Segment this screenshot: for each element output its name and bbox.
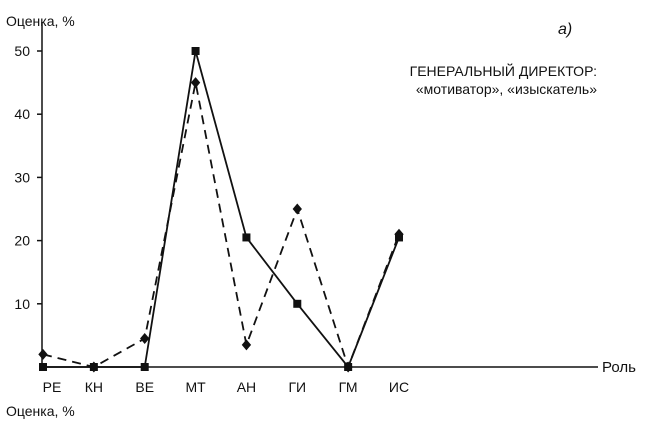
x-tick-label: ГМ — [339, 379, 358, 395]
x-axis-label: Роль — [602, 359, 636, 376]
annotation-line-1: ГЕНЕРАЛЬНЫЙ ДИРЕКТОР: — [410, 62, 597, 79]
series-1 — [39, 47, 403, 371]
series-1-point — [39, 363, 47, 371]
x-tick-label: РЕ — [43, 379, 62, 395]
y-tick-label: 40 — [14, 106, 30, 122]
series-2-line — [42, 82, 400, 370]
y-tick-label: 10 — [14, 296, 30, 312]
series-2 — [38, 77, 404, 373]
x-ticks: РЕ КН ВЕ МТ АН ГИ ГМ ИС — [43, 379, 409, 395]
series-1-line — [43, 50, 400, 369]
series-2-point — [292, 203, 302, 215]
x-tick-label: АН — [237, 379, 256, 395]
series-layer — [38, 47, 404, 373]
series-2-point — [89, 361, 99, 373]
x-tick-label: ИС — [389, 379, 409, 395]
annotation-line-2: «мотиватор», «изыскатель» — [416, 81, 597, 97]
series-2-point — [140, 333, 150, 345]
y-tick-label: 20 — [14, 233, 30, 249]
series-1-point — [191, 47, 200, 55]
series-1-point — [293, 299, 302, 308]
series-2-point — [343, 361, 353, 373]
panel-label: а) — [558, 21, 572, 38]
y-ticks: 10 20 30 40 50 — [14, 43, 42, 312]
y-axis-label: Оценка, % — [6, 13, 75, 29]
x-tick-label: МТ — [185, 379, 206, 395]
bottom-label: Оценка, % — [6, 403, 75, 419]
y-tick-label: 30 — [14, 169, 30, 185]
x-tick-label: ГИ — [288, 379, 306, 395]
series-1-point — [140, 363, 149, 371]
series-2-point — [394, 228, 404, 240]
series-1-point — [242, 233, 251, 242]
series-2-point — [38, 348, 48, 360]
y-tick-label: 50 — [14, 43, 30, 59]
series-2-point — [190, 77, 201, 89]
x-tick-label: ВЕ — [135, 379, 154, 395]
x-tick-label: КН — [85, 379, 103, 395]
series-2-point — [241, 339, 252, 351]
